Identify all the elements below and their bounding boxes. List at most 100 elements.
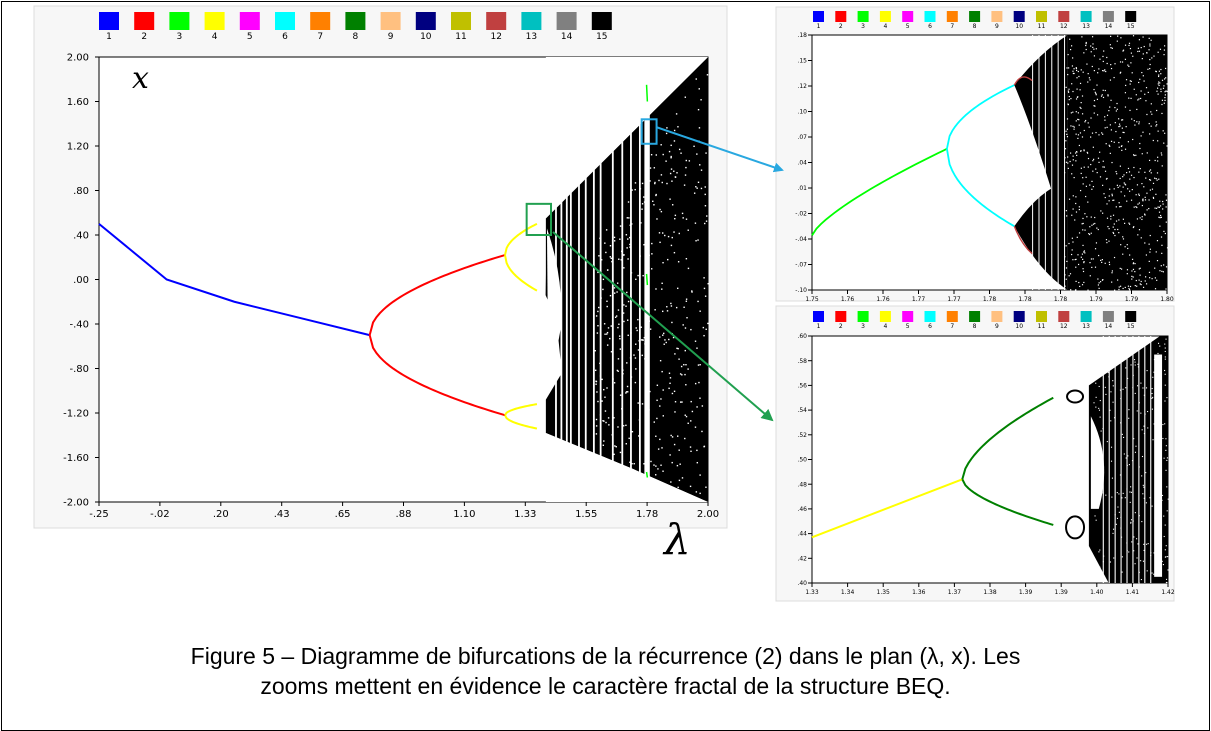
chaos-speckle bbox=[635, 368, 637, 370]
chaos-speckle bbox=[642, 339, 644, 341]
zoom1-speckle bbox=[1071, 249, 1073, 251]
chaos-speckle bbox=[662, 470, 664, 472]
chaos-speckle bbox=[613, 417, 615, 419]
zoom2-speckle bbox=[1157, 572, 1159, 574]
zoom2-speckle bbox=[1102, 561, 1104, 563]
zoom2-speckle bbox=[1100, 371, 1102, 373]
zoom2-speckle bbox=[1113, 557, 1115, 559]
zoom1-speckle bbox=[1075, 111, 1077, 113]
chaos-speckle bbox=[619, 338, 621, 340]
zoom1-speckle bbox=[1137, 47, 1140, 49]
zoom1-speckle bbox=[1079, 106, 1081, 109]
zoom1-speckle bbox=[1158, 75, 1160, 78]
chaos-speckle bbox=[703, 287, 706, 290]
zoom1-speckle bbox=[1083, 261, 1085, 264]
zoom1-speckle bbox=[1087, 166, 1089, 168]
zoom2-speckle bbox=[1153, 358, 1156, 361]
legend-swatch bbox=[1080, 11, 1092, 22]
chaos-speckle bbox=[643, 336, 646, 339]
chaos-speckle bbox=[699, 164, 701, 166]
chaos-speckle bbox=[631, 462, 633, 465]
zoom2-speckle bbox=[1114, 345, 1116, 347]
zoom2-speckle bbox=[1124, 346, 1127, 348]
chaos-speckle bbox=[697, 239, 699, 241]
zoom2-speckle bbox=[1113, 417, 1116, 419]
legend-label: 12 bbox=[490, 32, 501, 42]
zoom2-speckle bbox=[1164, 369, 1166, 372]
legend-label: 2 bbox=[141, 32, 147, 42]
chaos-speckle bbox=[669, 377, 672, 379]
zoom1-speckle bbox=[1104, 127, 1106, 129]
zoom1-speckle bbox=[1149, 133, 1151, 135]
zoom1-speckle bbox=[1141, 218, 1143, 221]
legend-swatch bbox=[134, 12, 155, 30]
y-tick-label: .15 bbox=[797, 58, 807, 65]
chaos-speckle bbox=[652, 200, 654, 202]
zoom1-speckle bbox=[1078, 232, 1081, 234]
zoom1-speckle bbox=[1102, 55, 1104, 58]
zoom1-speckle bbox=[1148, 37, 1150, 39]
y-tick-label: .10 bbox=[797, 109, 807, 116]
zoom1-speckle bbox=[1139, 274, 1141, 276]
zoom1-speckle bbox=[1160, 68, 1162, 71]
zoom1-speckle bbox=[1077, 112, 1079, 114]
zoom2-speckle bbox=[1162, 564, 1164, 566]
zoom2-speckle bbox=[1142, 560, 1144, 562]
zoom1-speckle bbox=[1128, 289, 1131, 291]
x-tick-label: .65 bbox=[335, 509, 351, 520]
chaos-speckle bbox=[626, 247, 628, 249]
zoom1-speckle bbox=[1138, 123, 1140, 125]
zoom1-speckle bbox=[1068, 242, 1070, 245]
zoom1-speckle bbox=[1103, 50, 1105, 52]
chaos-speckle bbox=[605, 229, 608, 231]
zoom1-speckle bbox=[1148, 260, 1150, 262]
zoom2-speckle bbox=[1133, 536, 1135, 538]
zoom2-speckle bbox=[1165, 338, 1167, 340]
zoom1-window bbox=[1051, 35, 1053, 290]
zoom2-speckle bbox=[1101, 362, 1103, 364]
zoom1-speckle bbox=[1144, 93, 1146, 95]
legend-swatch bbox=[991, 311, 1003, 322]
zoom2-speckle bbox=[1165, 578, 1168, 580]
zoom1-speckle bbox=[1158, 216, 1160, 218]
series-period2-upper bbox=[368, 254, 506, 336]
zoom1-speckle bbox=[1083, 150, 1085, 152]
zoom1-speckle bbox=[1113, 199, 1115, 201]
zoom1-speckle bbox=[1125, 84, 1127, 87]
legend-label: 9 bbox=[388, 32, 394, 42]
zoom1-speckle bbox=[1097, 228, 1099, 231]
chaos-speckle bbox=[699, 474, 701, 476]
zoom2-speckle bbox=[1147, 410, 1149, 413]
zoom2-speckle bbox=[1136, 538, 1138, 540]
zoom1-speckle bbox=[1140, 46, 1142, 49]
zoom2-speckle bbox=[1140, 560, 1142, 562]
zoom1-speckle bbox=[1075, 211, 1078, 213]
zoom1-speckle bbox=[1120, 145, 1123, 148]
chaos-speckle bbox=[657, 468, 659, 470]
zoom1-speckle bbox=[1072, 57, 1074, 59]
zoom1-speckle bbox=[1161, 244, 1163, 246]
zoom2-speckle bbox=[1166, 457, 1168, 459]
zoom2-speckle bbox=[1137, 366, 1139, 368]
zoom1-speckle bbox=[1131, 188, 1133, 191]
zoom1-speckle bbox=[1109, 124, 1111, 126]
zoom2-speckle bbox=[1142, 484, 1144, 486]
zoom1-speckle bbox=[1113, 223, 1115, 225]
zoom1-speckle bbox=[1075, 196, 1077, 198]
zoom2-speckle bbox=[1118, 511, 1120, 513]
chaos-speckle bbox=[626, 319, 629, 321]
zoom1-speckle bbox=[1130, 174, 1133, 176]
zoom1-speckle bbox=[1097, 72, 1099, 74]
zoom2-speckle bbox=[1112, 532, 1114, 534]
zoom2-speckle bbox=[1126, 488, 1128, 490]
chaos-speckle bbox=[619, 451, 622, 454]
zoom1-speckle bbox=[1078, 75, 1080, 78]
zoom1-speckle bbox=[1085, 44, 1087, 47]
zoom1-speckle bbox=[1118, 286, 1120, 288]
y-tick-label: 2.00 bbox=[67, 53, 89, 64]
zoom1-speckle bbox=[1117, 35, 1119, 37]
zoom1-speckle bbox=[1068, 99, 1070, 101]
chaos-speckle bbox=[629, 224, 631, 226]
chaos-speckle bbox=[653, 204, 655, 206]
zoom1-speckle bbox=[1162, 130, 1164, 132]
